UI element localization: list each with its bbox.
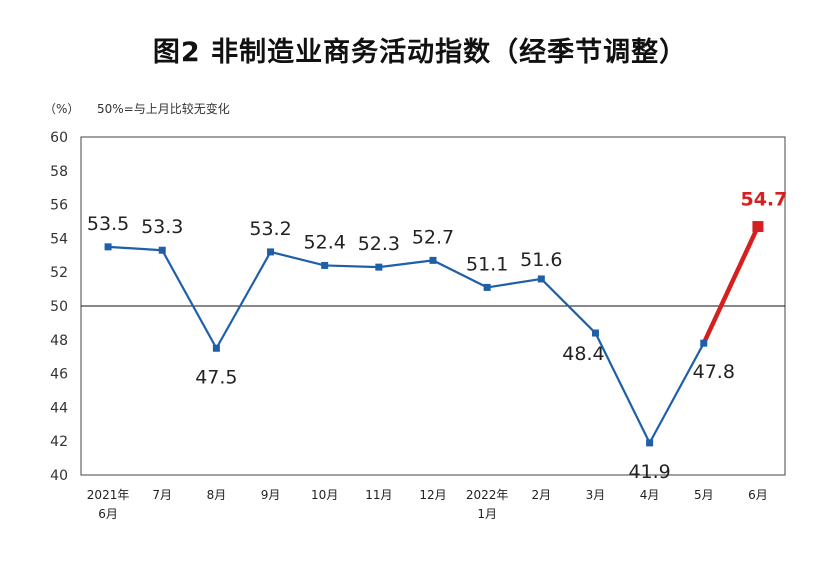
y-tick-label: 54 <box>50 231 68 247</box>
x-tick-label: 2021年 <box>87 488 130 502</box>
x-tick-label: 2022年 <box>466 488 509 502</box>
data-point-marker <box>375 263 383 271</box>
x-tick-label: 9月 <box>261 488 281 502</box>
data-point-marker <box>104 243 112 251</box>
y-tick-label: 44 <box>50 400 68 416</box>
highlight-point-marker <box>752 221 764 233</box>
data-label: 52.7 <box>412 226 454 248</box>
y-tick-label: 52 <box>50 265 68 281</box>
x-tick-label: 2月 <box>531 488 551 502</box>
y-tick-label: 60 <box>50 130 68 146</box>
data-point-marker <box>267 248 275 256</box>
data-point-marker <box>537 275 545 283</box>
y-tick-label: 40 <box>50 468 68 484</box>
y-tick-label: 48 <box>50 333 68 349</box>
data-label: 48.4 <box>562 343 604 365</box>
data-point-marker <box>429 256 437 264</box>
data-label: 41.9 <box>628 461 670 483</box>
data-label: 52.4 <box>304 231 346 253</box>
data-point-marker <box>700 339 708 347</box>
chart-title: 图2 非制造业商务活动指数（经季节调整） <box>152 37 688 68</box>
data-label: 52.3 <box>358 233 400 255</box>
data-label: 51.6 <box>520 249 562 271</box>
x-tick-label: 4月 <box>640 488 660 502</box>
data-label: 47.5 <box>195 366 237 388</box>
data-point-marker <box>646 439 654 447</box>
data-point-marker <box>483 283 491 291</box>
data-label: 47.8 <box>693 361 735 383</box>
data-label: 53.3 <box>141 216 183 238</box>
x-tick-label: 6月 <box>98 507 118 521</box>
chart-note: 50%=与上月比较无变化 <box>97 101 230 116</box>
x-tick-label: 11月 <box>365 488 392 502</box>
x-tick-label: 7月 <box>152 488 172 502</box>
series-line <box>108 245 705 444</box>
x-tick-label: 1月 <box>477 507 497 521</box>
y-tick-label: 50 <box>50 299 68 315</box>
x-tick-label: 6月 <box>748 488 768 502</box>
data-label-highlight: 54.7 <box>740 189 787 211</box>
data-label: 53.5 <box>87 213 129 235</box>
data-point-marker <box>321 261 329 269</box>
x-tick-label: 10月 <box>311 488 338 502</box>
y-axis-unit: （%） <box>44 102 79 116</box>
highlight-line <box>701 224 761 346</box>
y-tick-label: 42 <box>50 434 68 450</box>
y-tick-label: 56 <box>50 198 68 214</box>
data-label: 53.2 <box>249 218 291 240</box>
data-point-marker <box>591 329 599 337</box>
x-tick-label: 8月 <box>207 488 227 502</box>
x-tick-label: 3月 <box>586 488 606 502</box>
data-label: 51.1 <box>466 253 508 275</box>
x-tick-label: 12月 <box>419 488 446 502</box>
x-tick-label: 5月 <box>694 488 714 502</box>
y-tick-label: 46 <box>50 367 68 383</box>
y-tick-label: 58 <box>50 164 68 180</box>
data-point-marker <box>158 246 166 254</box>
data-point-marker <box>212 344 220 352</box>
